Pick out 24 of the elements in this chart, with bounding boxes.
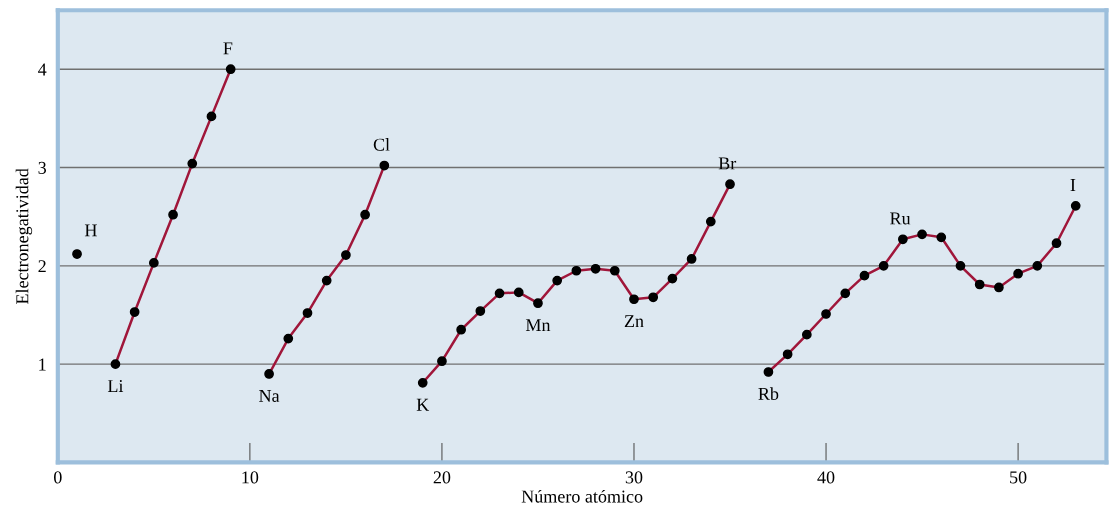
x-tick-label: 40 xyxy=(817,471,835,484)
annotation: Rb xyxy=(758,387,779,400)
y-tick-label: 4 xyxy=(38,63,47,76)
annotation: Li xyxy=(107,379,124,392)
y-tick-label: 1 xyxy=(39,358,46,371)
annotation: I xyxy=(1070,179,1076,191)
x-tick-label: 10 xyxy=(242,471,259,484)
y-axis-title: Electronegatividad xyxy=(15,168,33,304)
y-tick-label: 2 xyxy=(38,260,46,273)
annotation: F xyxy=(223,42,233,55)
annotation: Na xyxy=(259,389,280,402)
annotation: H xyxy=(84,224,97,237)
x-tick-label: 30 xyxy=(625,471,643,484)
x-axis-title: Número atómico xyxy=(521,489,643,503)
x-tick-label: 0 xyxy=(54,471,62,484)
annotation: K xyxy=(416,398,430,411)
annotation: Zn xyxy=(624,315,644,328)
x-tick-label: 20 xyxy=(433,471,451,484)
x-tick-label: 50 xyxy=(1010,471,1027,484)
annotation: Ru xyxy=(890,212,911,225)
annotation: Mn xyxy=(525,319,551,331)
annotation: Cl xyxy=(373,138,390,151)
annotation: Br xyxy=(718,157,737,170)
y-tick-label: 3 xyxy=(38,161,47,174)
